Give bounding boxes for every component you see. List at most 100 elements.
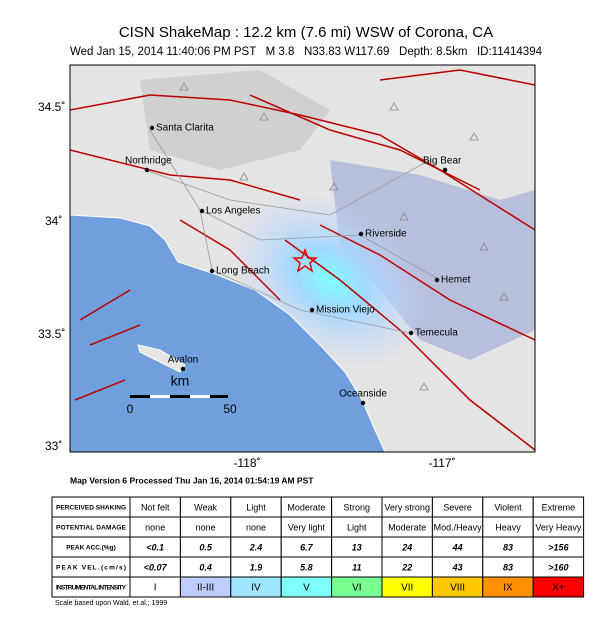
table-value: IV (251, 583, 261, 594)
table-value: IX (503, 583, 513, 594)
table-value: Moderate (287, 502, 325, 512)
table-value: V (303, 583, 310, 594)
city-label: Hemet (441, 275, 471, 286)
island (137, 344, 186, 373)
table-value: Weak (194, 502, 217, 512)
city-label: Long Beach (216, 266, 269, 277)
terrain (140, 70, 330, 170)
table-value: Very light (288, 522, 326, 532)
city-label: Northridge (125, 156, 172, 167)
faults (70, 69, 535, 451)
city-label: Los Angeles (206, 206, 261, 217)
table-value: 0.5 (199, 542, 213, 552)
city-label: Avalon (168, 355, 198, 366)
city-dot (149, 125, 155, 131)
lat-label: 34.5˚ (38, 100, 65, 114)
table-value: Moderate (388, 522, 426, 532)
city-label: Santa Clarita (156, 123, 214, 134)
table-value: VI (352, 583, 361, 594)
table-value: 22 (401, 562, 412, 572)
city-dot (442, 167, 448, 173)
table-value: Violent (494, 502, 522, 512)
table-value: 13 (352, 542, 362, 552)
table-value: <0.07 (144, 562, 168, 572)
table-value: 2.4 (249, 542, 263, 552)
city-label: Big Bear (423, 156, 462, 167)
row-header: PERCEIVED SHAKING (56, 505, 126, 512)
table-value: Heavy (495, 522, 521, 532)
city-dot (360, 400, 366, 406)
table-value: Light (246, 502, 266, 512)
lat-label: 33˚ (45, 439, 62, 453)
epicenter (291, 247, 319, 273)
row-header: PEAK VEL.(cm/s) (56, 565, 126, 572)
table-value: 44 (452, 542, 463, 552)
table-value: 43 (452, 562, 463, 572)
table-value: X+ (552, 583, 565, 594)
map (70, 65, 535, 452)
subtitle: Wed Jan 15, 2014 11:40:06 PM PST M 3.8 N… (70, 46, 543, 58)
city-dot (209, 268, 215, 274)
table-value: <0.1 (146, 542, 164, 552)
scale-label: 50 (223, 402, 237, 416)
city-dot (309, 307, 315, 313)
table-value: none (246, 522, 266, 532)
title: CISN ShakeMap : 12.2 km (7.6 mi) WSW of … (119, 24, 493, 41)
table-value: VII (401, 583, 413, 594)
city-dot (408, 330, 414, 336)
table-value: II-III (197, 583, 214, 594)
table-value: Mod./Heavy (434, 522, 483, 532)
table-value: 1.9 (250, 562, 263, 572)
terrain (330, 160, 535, 360)
ocean (70, 214, 386, 452)
stations (179, 82, 509, 391)
city-label: Oceanside (339, 389, 387, 400)
table-value: 6.7 (300, 542, 314, 552)
table-value: I (154, 583, 157, 594)
table-value: >156 (548, 542, 569, 552)
table-value: Very strong (384, 502, 430, 512)
scale-bar: km 0 50 (127, 373, 237, 416)
city-dot (180, 366, 186, 372)
table-value: Strong (344, 502, 371, 512)
lon-label: -118˚ (233, 456, 260, 470)
city-label: Mission Viejo (316, 305, 375, 316)
table-value: Extreme (542, 502, 576, 512)
row-header: POTENTIAL DAMAGE (56, 525, 127, 532)
city-label: Temecula (415, 328, 458, 339)
lat-label: 34˚ (45, 214, 62, 228)
table-value: 83 (503, 562, 513, 572)
table-value: Not felt (141, 502, 170, 512)
table-value: none (196, 522, 216, 532)
table-value: 11 (352, 562, 361, 572)
table-value: none (145, 522, 165, 532)
map-version: Map Version 6 Processed Thu Jan 16, 2014… (70, 475, 314, 485)
row-header: INSTRUMENTAL INTENSITY (56, 585, 127, 592)
roads (144, 129, 441, 334)
table-cell (532, 576, 585, 598)
table-value: 5.8 (300, 562, 313, 572)
city-dot (358, 231, 364, 237)
scale-unit: km (171, 373, 190, 389)
map-frame (69, 64, 536, 453)
legend-table: PERCEIVED SHAKING Not felt Weak Light Modera… (51, 496, 585, 598)
table-value: Very Heavy (535, 522, 582, 532)
lon-label: -117˚ (428, 456, 455, 470)
row-header: PEAK ACC.(%g) (66, 545, 116, 552)
footnote: Scale based upon Wald, et al.; 1999 (55, 600, 167, 607)
table-value: >160 (548, 562, 568, 572)
table-value: Severe (443, 502, 472, 512)
scale-label: 0 (127, 402, 134, 416)
city-dot (199, 208, 205, 214)
city-label: Riverside (365, 229, 407, 240)
table-value: 0.4 (199, 562, 212, 572)
city-dot (434, 277, 440, 283)
table-value: Light (347, 522, 367, 532)
table-value: 24 (401, 542, 412, 552)
lat-label: 33.5˚ (38, 327, 65, 341)
city-dot (144, 167, 150, 173)
table-value: VIII (450, 583, 465, 594)
table-value: 83 (503, 542, 513, 552)
